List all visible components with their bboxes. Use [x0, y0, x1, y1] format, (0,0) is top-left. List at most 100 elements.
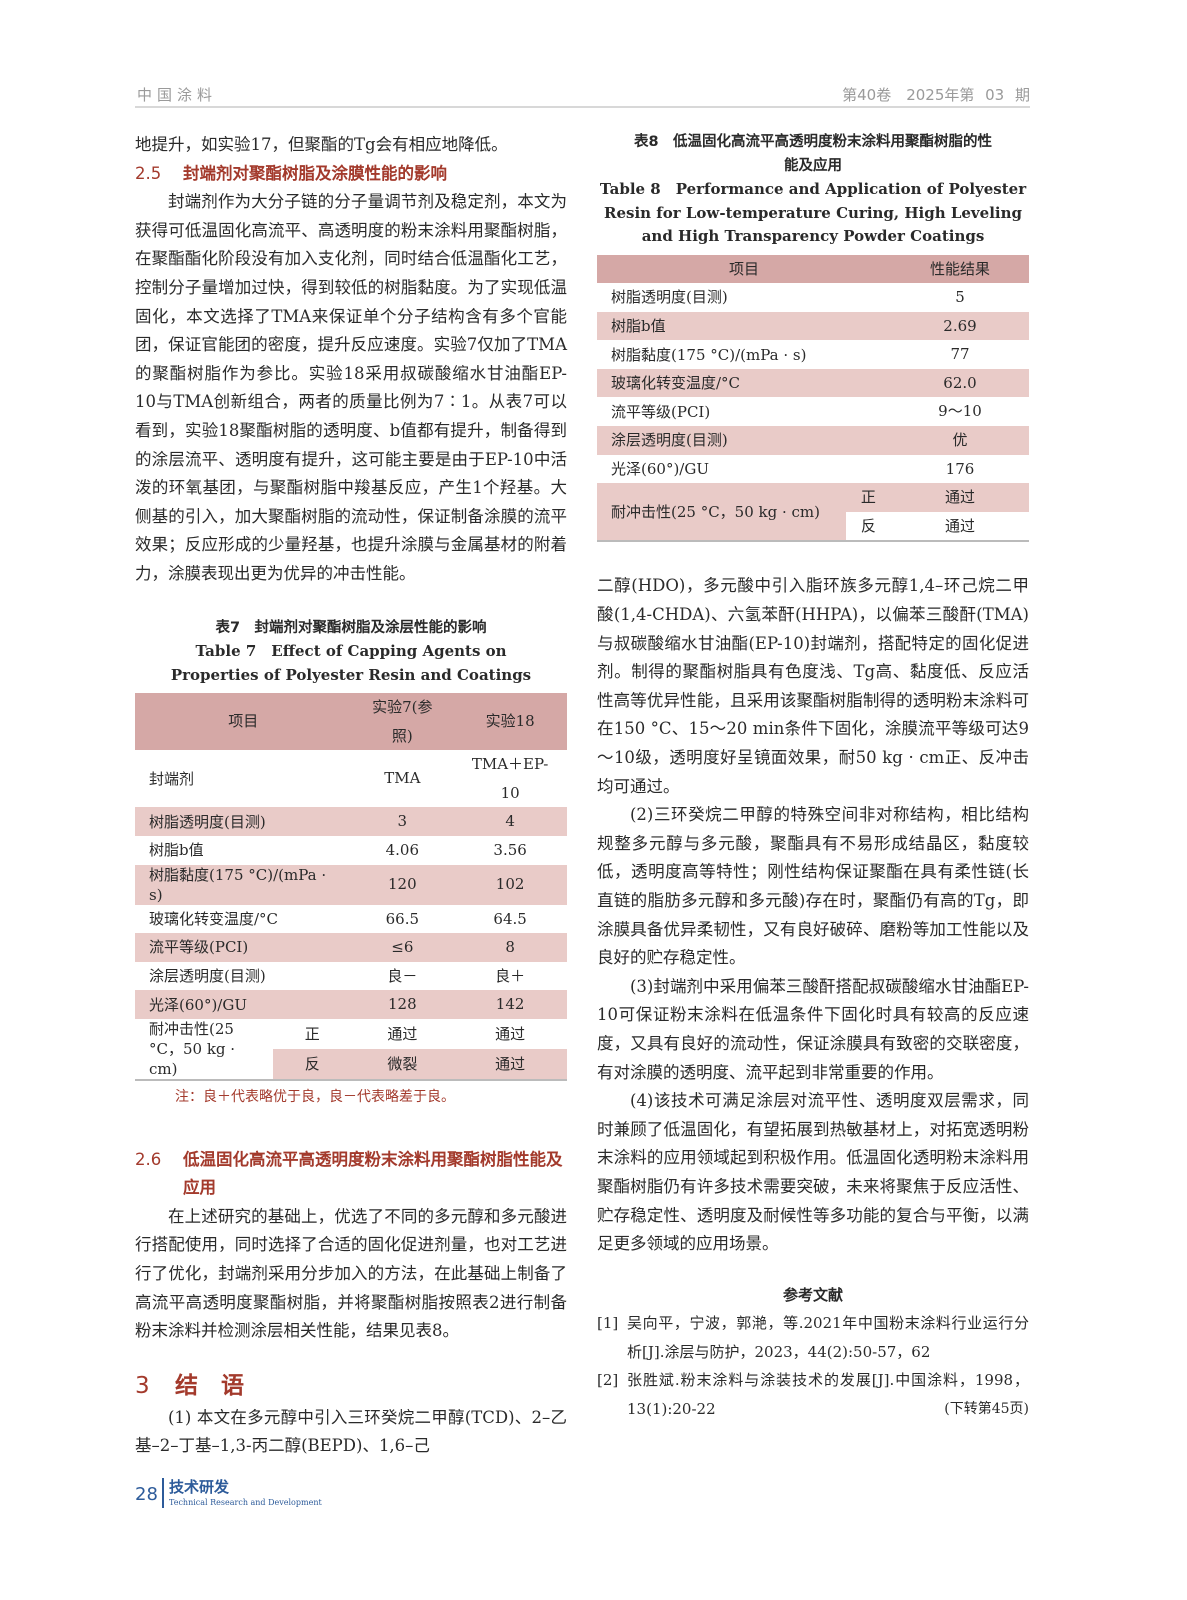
table-row: 光泽(60°)/GU 128 142: [135, 990, 567, 1019]
table-cell: 良＋: [495, 966, 526, 985]
references-list: [1] 吴向平，宁波，郭滟，等.2021年中国粉末涂料行业运行分析[J].涂层与防…: [597, 1309, 1029, 1423]
table-cell: 62.0: [891, 368, 1029, 398]
table-row: 耐冲击性(25 °C，50 kg · cm) 正通过: [597, 483, 1029, 542]
table-row: 流平等级(PCI) 9～10: [597, 397, 1029, 426]
table-row: 流平等级(PCI) ≤6 8: [135, 933, 567, 962]
table-cell: 8: [453, 933, 567, 962]
table-row: 树脂b值 4.06 3.56: [135, 836, 567, 865]
reference-item: [2] 张胜斌.粉末涂料与涂装技术的发展[J].中国涂料，1998，13(1):2…: [597, 1371, 1029, 1418]
column-header: 实验18: [453, 693, 567, 751]
table-cell: 树脂黏度(175 °C)/(mPa · s): [135, 864, 352, 905]
section-2-5-heading: 2.5 封端剂对聚酯树脂及涂膜性能的影响: [135, 163, 447, 183]
table-cell: 5: [955, 288, 965, 307]
table-row: 树脂透明度(目测) 5: [597, 283, 1029, 312]
table7-caption: 表7 封端剂对聚酯树脂及涂层性能的影响 Table 7 Effect of Ca…: [170, 619, 532, 684]
table-cell: 102: [453, 864, 567, 905]
table-cell: TMA＋EP-10: [471, 755, 549, 802]
table-cell: 树脂透明度(目测): [135, 807, 352, 836]
continued-line: 地提升，如实验17，但聚酯的Tg会有相应地降低。: [135, 135, 508, 154]
reference-item: [1] 吴向平，宁波，郭滟，等.2021年中国粉末涂料行业运行分析[J].涂层与防…: [597, 1314, 1029, 1361]
table-cell: 2.69: [891, 311, 1029, 341]
table-cell: 良－: [387, 966, 418, 985]
column-header: 项目: [135, 693, 352, 751]
table-cell: 反: [860, 516, 876, 535]
table-cell: 64.5: [493, 909, 527, 928]
table-cell: 优: [891, 426, 1029, 455]
table7-note: 注：良＋代表略优于良，良－代表略差于良。: [175, 1088, 455, 1105]
table-cell: 树脂b值: [149, 841, 204, 860]
continued-note: (下转第45页): [944, 1401, 1029, 1418]
table-row: 玻璃化转变温度/°C 62.0: [597, 368, 1029, 398]
table-row: 树脂黏度(175 °C)/(mPa · s) 120 102: [135, 864, 567, 905]
references-title: 参考文献: [782, 1285, 843, 1304]
table-cell: 流平等级(PCI): [611, 402, 711, 421]
table-cell: 玻璃化转变温度/°C: [149, 909, 279, 928]
journal-name: 中国涂料: [137, 86, 218, 104]
table8: 项目 性能结果 树脂透明度(目测) 5 树脂b值 2.69 树脂黏度(175 °C)/(…: [597, 254, 1029, 543]
table-row: 光泽(60°)/GU 176: [597, 455, 1029, 484]
left-column: 地提升，如实验17，但聚酯的Tg会有相应地降低。 2.5 封端剂对聚酯树脂及涂膜性…: [135, 131, 567, 1461]
column-header: 实验7(参照): [351, 693, 454, 751]
table-cell: 3: [351, 807, 454, 836]
table-cell: 通过: [387, 1024, 418, 1043]
section-label-en: Technical Research and Development: [169, 1498, 322, 1507]
table-row: 封端剂 TMA TMA＋EP-10: [135, 750, 567, 807]
table-cell: 128: [351, 990, 454, 1019]
table-cell: 通过: [495, 1024, 526, 1043]
section-label: 技术研发: [169, 1478, 230, 1496]
table-cell: 光泽(60°)/GU: [135, 990, 352, 1019]
paragraph: (4)该技术可满足涂层对流平性、透明度双层需求，同时兼顾了低温固化，有望拓展到热…: [597, 1091, 1029, 1254]
table-cell: 树脂b值: [597, 311, 891, 341]
paragraph: 二醇(HDO)，多元酸中引入脂环族多元醇1,4–环己烷二甲酸(1,4-CHDA)…: [597, 576, 1029, 796]
paragraph: 封端剂作为大分子链的分子量调节剂及稳定剂，本文为获得可低温固化高流平、高透明度的…: [135, 192, 567, 583]
table-cell: 流平等级(PCI): [135, 933, 352, 962]
table-row: 反微裂 通过: [135, 1048, 567, 1080]
table-cell: 封端剂: [149, 769, 195, 788]
table-row: 树脂b值 2.69: [597, 311, 1029, 341]
table-cell: 77: [950, 345, 970, 364]
header-divider: [135, 106, 1030, 108]
table-cell: 微裂: [351, 1048, 454, 1080]
table-row: 涂层透明度(目测) 优: [597, 426, 1029, 455]
table-cell: 4: [453, 807, 567, 836]
table-cell: 176: [945, 459, 975, 478]
table-row: 耐冲击性(25 °C，50 kg · cm) 正通过 通过: [135, 1019, 567, 1078]
paragraph: (2)三环癸烷二甲醇的特殊空间非对称结构，相比结构规整多元醇与多元酸，聚酯具有不…: [597, 805, 1029, 968]
issue-info: 第40卷 2025年第 03 期: [842, 86, 1030, 104]
table-cell: 4.06: [385, 840, 420, 859]
column-header: 性能结果: [891, 254, 1029, 284]
table-cell: 3.56: [493, 840, 527, 859]
table-row: 树脂透明度(目测) 3 4: [135, 807, 567, 836]
table-row: 树脂黏度(175 °C)/(mPa · s) 77: [597, 340, 1029, 369]
table-cell: 反: [273, 1048, 352, 1080]
table-cell: 120: [351, 864, 454, 905]
table-cell: TMA: [384, 769, 421, 788]
table-cell: 树脂透明度(目测): [611, 288, 728, 307]
table-cell: 142: [453, 990, 567, 1019]
paragraph: 在上述研究的基础上，优选了不同的多元醇和多元酸进行搭配使用，同时选择了合适的固化…: [135, 1206, 567, 1341]
table-cell: 耐冲击性(25 °C，50 kg · cm): [597, 483, 846, 542]
column-header: 项目: [597, 254, 891, 284]
table-cell: 耐冲击性(25 °C，50 kg · cm): [149, 1019, 236, 1078]
table-cell: 66.5: [385, 909, 420, 928]
table8-caption: 表8 低温固化高流平高透明度粉末涂料用聚酯树脂的性能及应用 Table 8 Pe…: [599, 134, 1027, 245]
table-row: 涂层透明度(目测) 良－ 良＋: [135, 962, 567, 991]
table-cell: 通过: [944, 516, 975, 535]
table-cell: 玻璃化转变温度/°C: [597, 368, 891, 398]
page-number: 28: [135, 1484, 158, 1505]
right-column: 表8 低温固化高流平高透明度粉末涂料用聚酯树脂的性能及应用 Table 8 Pe…: [597, 131, 1029, 1424]
table-cell: 9～10: [938, 402, 982, 421]
table-cell: 涂层透明度(目测): [597, 426, 891, 455]
footer-divider: [162, 1478, 164, 1508]
paragraph: (1) 本文在多元醇中引入三环癸烷二甲醇(TCD)、2–乙基–2–丁基–1,3-…: [135, 1407, 567, 1456]
table-row: 反 通过: [597, 512, 1029, 542]
table7: 项目 实验7(参照) 实验18 封端剂 TMA TMA＋EP-10 树脂透明度(目测)…: [135, 693, 567, 1081]
table-cell: 树脂黏度(175 °C)/(mPa · s): [611, 345, 807, 364]
table-cell: 光泽(60°)/GU: [611, 459, 709, 478]
table-cell: ≤6: [351, 933, 454, 962]
section-2-6-heading: 2.6 低温固化高流平高透明度粉末涂料用聚酯树脂性能及应用: [135, 1149, 563, 1198]
table-cell: 涂层透明度(目测): [149, 967, 266, 986]
table-cell: 通过: [891, 483, 1029, 512]
table-cell: 通过: [453, 1048, 567, 1080]
